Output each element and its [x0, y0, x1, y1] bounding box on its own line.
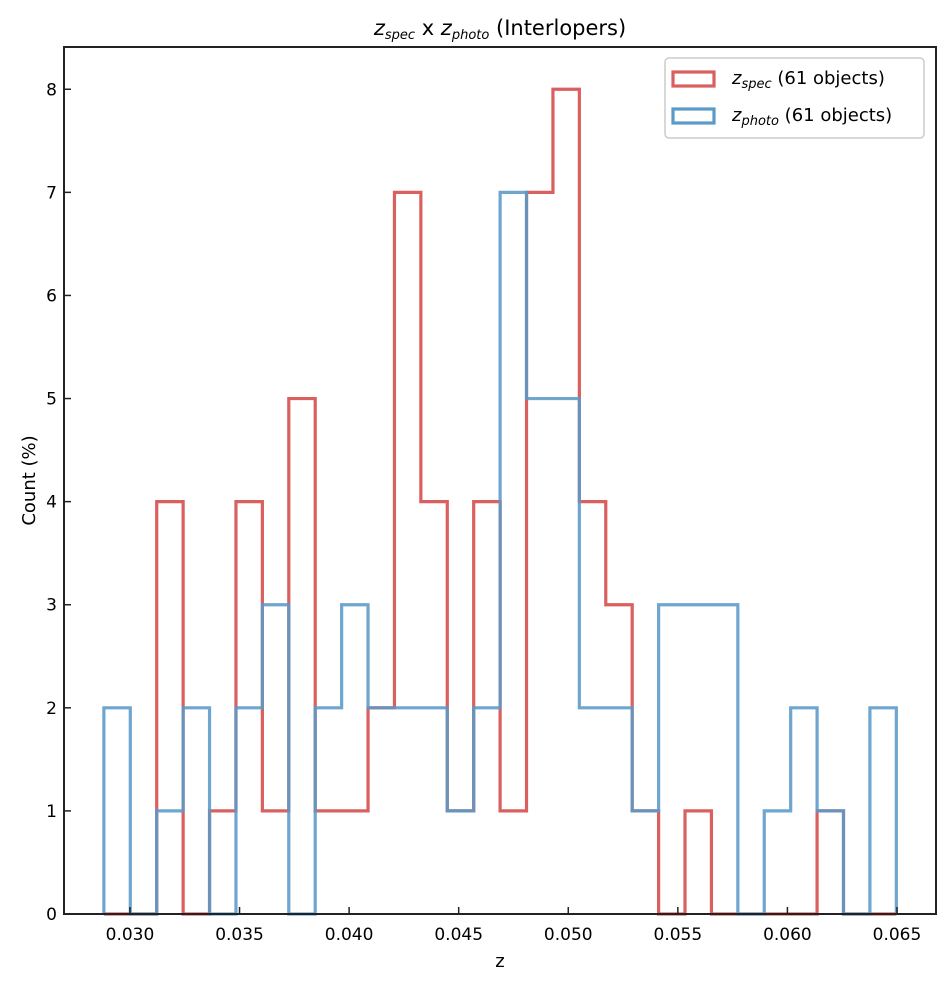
- bin-z-photo-26: [791, 708, 817, 914]
- y-tick-label: 5: [46, 390, 57, 410]
- x-tick-label: 0.055: [654, 925, 703, 945]
- y-tick-label: 7: [46, 183, 57, 203]
- plot-frame: [63, 46, 937, 915]
- y-axis-label: Count (%): [19, 435, 40, 525]
- bin-z-spec-27: [817, 811, 843, 914]
- bin-z-photo-22: [685, 605, 711, 914]
- bin-z-photo-25: [764, 811, 790, 914]
- bin-z-photo-19: [606, 708, 632, 914]
- legend: zspec (61 objects) zphoto (61 objects): [664, 57, 925, 139]
- x-tick-label: 0.035: [215, 925, 264, 945]
- bin-z-spec-19: [606, 605, 632, 914]
- bin-z-photo-5: [236, 708, 262, 914]
- title-subscript-photo: photo: [451, 28, 490, 43]
- bin-z-photo-18: [579, 708, 605, 914]
- bin-z-spec-22: [685, 811, 711, 914]
- bin-z-photo-13: [447, 811, 473, 914]
- x-tick-label: 0.030: [106, 925, 155, 945]
- x-tick-label: 0.050: [544, 925, 593, 945]
- x-tick-label: 0.065: [873, 925, 922, 945]
- bin-z-spec-8: [315, 811, 341, 914]
- y-tick-label: 8: [46, 80, 57, 100]
- chart-title: zspec x zphoto (Interlopers): [373, 16, 626, 43]
- bin-z-photo-2: [157, 811, 183, 914]
- bin-z-spec-11: [394, 192, 420, 914]
- y-tick-label: 1: [46, 802, 57, 822]
- bin-z-photo-29: [870, 708, 896, 914]
- bin-z-spec-7: [289, 399, 315, 914]
- bin-z-photo-16: [527, 399, 553, 914]
- x-axis-label: z: [495, 951, 504, 972]
- legend-swatch-z-spec: [671, 70, 716, 88]
- y-tick-label: 6: [46, 286, 57, 306]
- title-symbol-photo: z: [440, 16, 453, 40]
- bin-z-photo-20: [632, 811, 658, 914]
- title-suffix: (Interlopers): [489, 16, 626, 40]
- title-subscript-spec: spec: [385, 28, 415, 43]
- bin-z-photo-27: [817, 811, 843, 914]
- bin-z-spec-6: [262, 811, 288, 914]
- series-layer: [102, 87, 898, 916]
- bin-z-photo-17: [553, 399, 579, 914]
- bin-z-photo-6: [262, 605, 288, 914]
- bin-z-spec-2: [157, 502, 183, 914]
- bin-z-spec-15: [500, 811, 526, 914]
- legend-box: [664, 57, 925, 139]
- bin-z-spec-20: [632, 811, 658, 914]
- bin-z-spec-17: [553, 89, 579, 914]
- bin-z-spec-4: [210, 811, 236, 914]
- y-tick-label: 4: [46, 493, 57, 513]
- y-tick-label: 2: [46, 699, 57, 719]
- y-tick-label: 0: [46, 905, 57, 925]
- x-tick-label: 0.045: [434, 925, 483, 945]
- bin-z-photo-3: [183, 708, 209, 914]
- y-tick-label: 3: [46, 596, 57, 616]
- bin-z-photo-9: [342, 605, 368, 914]
- bin-z-spec-9: [342, 811, 368, 914]
- title-symbol-spec: z: [373, 16, 386, 40]
- x-tick-label: 0.040: [325, 925, 374, 945]
- bin-z-photo-14: [474, 708, 500, 914]
- bin-z-photo-12: [421, 708, 447, 914]
- ticks-layer: 0.030 0.035 0.040 0.045 0.050 0.055 0.060 0.065…: [46, 80, 921, 945]
- bin-z-photo-23: [711, 605, 737, 914]
- legend-label-z-spec: zspec (61 objects): [731, 68, 885, 92]
- bin-z-spec-10: [368, 708, 394, 914]
- bin-z-spec-16: [527, 192, 553, 914]
- title-connector: x: [415, 16, 441, 40]
- bin-z-photo-15: [500, 192, 526, 914]
- legend-swatch-z-photo: [671, 107, 716, 125]
- bin-z-photo-21: [659, 605, 685, 914]
- legend-label-z-photo: zphoto (61 objects): [731, 105, 892, 129]
- bin-z-photo-10: [368, 708, 394, 914]
- bin-z-spec-13: [447, 811, 473, 914]
- x-tick-label: 0.060: [763, 925, 812, 945]
- bin-z-photo-0: [104, 708, 130, 914]
- bin-z-photo-11: [394, 708, 420, 914]
